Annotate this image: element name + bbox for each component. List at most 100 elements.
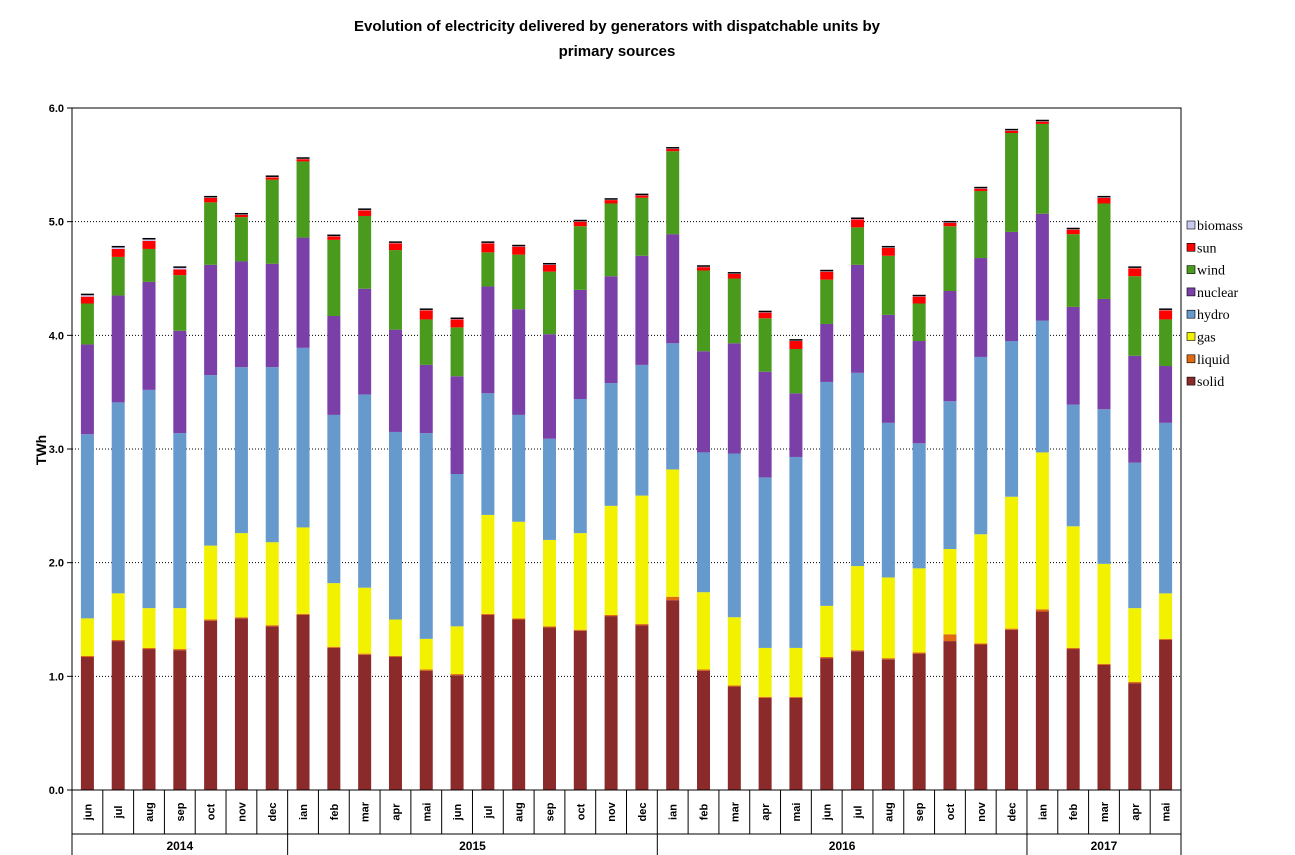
bar-nuclear	[265, 263, 279, 368]
bar-gas	[142, 608, 156, 648]
bar-hydro	[1066, 404, 1080, 527]
bar-nuclear	[204, 264, 218, 376]
bar-hydro	[851, 372, 865, 567]
bar-liquid	[1159, 638, 1173, 640]
bar-gas	[450, 626, 464, 675]
bar-gas	[943, 549, 957, 635]
bar-nuclear	[851, 264, 865, 373]
bar-sun	[1159, 310, 1173, 320]
bar-sun	[419, 310, 433, 320]
bar-nuclear	[234, 261, 248, 368]
bar-gas	[173, 608, 187, 650]
bar-nuclear	[1005, 231, 1019, 342]
bar-hydro	[142, 389, 156, 609]
bar-sun	[881, 247, 895, 256]
bar-gas	[635, 495, 649, 625]
legend-label: gas	[1197, 331, 1216, 346]
bar-hydro	[296, 347, 310, 528]
bar-sun	[635, 195, 649, 198]
bar-sun	[1035, 121, 1049, 124]
x-tick-label: ian	[1037, 804, 1049, 820]
bar-nuclear	[1128, 355, 1142, 463]
bar-solid	[111, 641, 125, 790]
bar-sun	[1097, 197, 1111, 204]
bar-solid	[604, 616, 618, 790]
bar-liquid	[204, 619, 218, 621]
y-axis-label: TWh	[33, 435, 49, 465]
bar-hydro	[758, 477, 772, 648]
x-tick-label: mar	[1099, 801, 1111, 822]
bar-gas	[604, 505, 618, 615]
legend-swatch	[1186, 220, 1196, 230]
bar-sun	[542, 264, 556, 272]
bar-nuclear	[727, 343, 741, 454]
bar-solid	[542, 627, 556, 790]
bar-sun	[388, 243, 402, 251]
bar-solid	[573, 630, 587, 790]
bar-stack	[974, 186, 988, 790]
bar-hydro	[173, 433, 187, 609]
bar-hydro	[697, 452, 711, 593]
bar-gas	[265, 542, 279, 626]
bar-solid	[80, 657, 94, 790]
bar-nuclear	[481, 286, 495, 394]
bar-sun	[851, 219, 865, 228]
x-tick-label: nov	[236, 801, 248, 821]
bar-gas	[419, 638, 433, 670]
x-tick-label: feb	[1068, 803, 1080, 820]
year-label: 2015	[459, 839, 486, 853]
y-tick-label: 3.0	[49, 444, 64, 456]
bar-stack	[666, 147, 680, 790]
bar-liquid	[173, 649, 187, 651]
bar-stack	[851, 217, 865, 790]
bar-liquid	[820, 657, 834, 659]
bar-stack	[142, 237, 156, 790]
bar-wind	[851, 227, 865, 265]
bar-stack	[1159, 308, 1173, 790]
bar-wind	[388, 250, 402, 330]
bar-gas	[912, 568, 926, 653]
bar-hydro	[666, 343, 680, 470]
year-label: 2014	[166, 839, 193, 853]
bar-nuclear	[419, 364, 433, 434]
bar-wind	[204, 202, 218, 265]
bar-sun	[234, 214, 248, 218]
bar-liquid	[604, 614, 618, 617]
bar-wind	[1128, 276, 1142, 356]
bar-liquid	[450, 674, 464, 676]
bar-nuclear	[697, 351, 711, 453]
bar-solid	[173, 650, 187, 790]
bar-liquid	[388, 655, 402, 658]
bar-nuclear	[327, 316, 341, 415]
bar-solid	[1066, 649, 1080, 790]
bar-stack	[1128, 266, 1142, 790]
legend-item-liquid: liquid	[1186, 353, 1230, 368]
bar-liquid	[851, 650, 865, 652]
bar-sun	[573, 221, 587, 227]
bar-solid	[943, 641, 957, 790]
bar-hydro	[943, 401, 957, 550]
bar-liquid	[512, 618, 526, 620]
bar-stack	[1066, 227, 1080, 790]
bar-gas	[974, 534, 988, 644]
bar-wind	[758, 318, 772, 372]
bar-wind	[820, 279, 834, 324]
bar-solid	[296, 614, 310, 790]
legend-label: wind	[1197, 264, 1225, 279]
bar-wind	[1097, 203, 1111, 299]
y-tick-label: 6.0	[49, 103, 64, 115]
bar-hydro	[80, 434, 94, 619]
bar-solid	[974, 644, 988, 790]
bar-solid	[697, 670, 711, 790]
bar-sun	[974, 188, 988, 191]
bar-biomass	[173, 267, 187, 270]
bar-nuclear	[512, 309, 526, 415]
bar-sun	[697, 267, 711, 271]
legend: biomass sun wind nuclear hydro gas liquid solid	[1186, 219, 1243, 390]
x-tick-label: feb	[699, 803, 711, 820]
bar-sun	[604, 200, 618, 204]
x-tick-label: oct	[945, 803, 957, 820]
bar-nuclear	[1159, 366, 1173, 423]
bar-gas	[542, 539, 556, 627]
